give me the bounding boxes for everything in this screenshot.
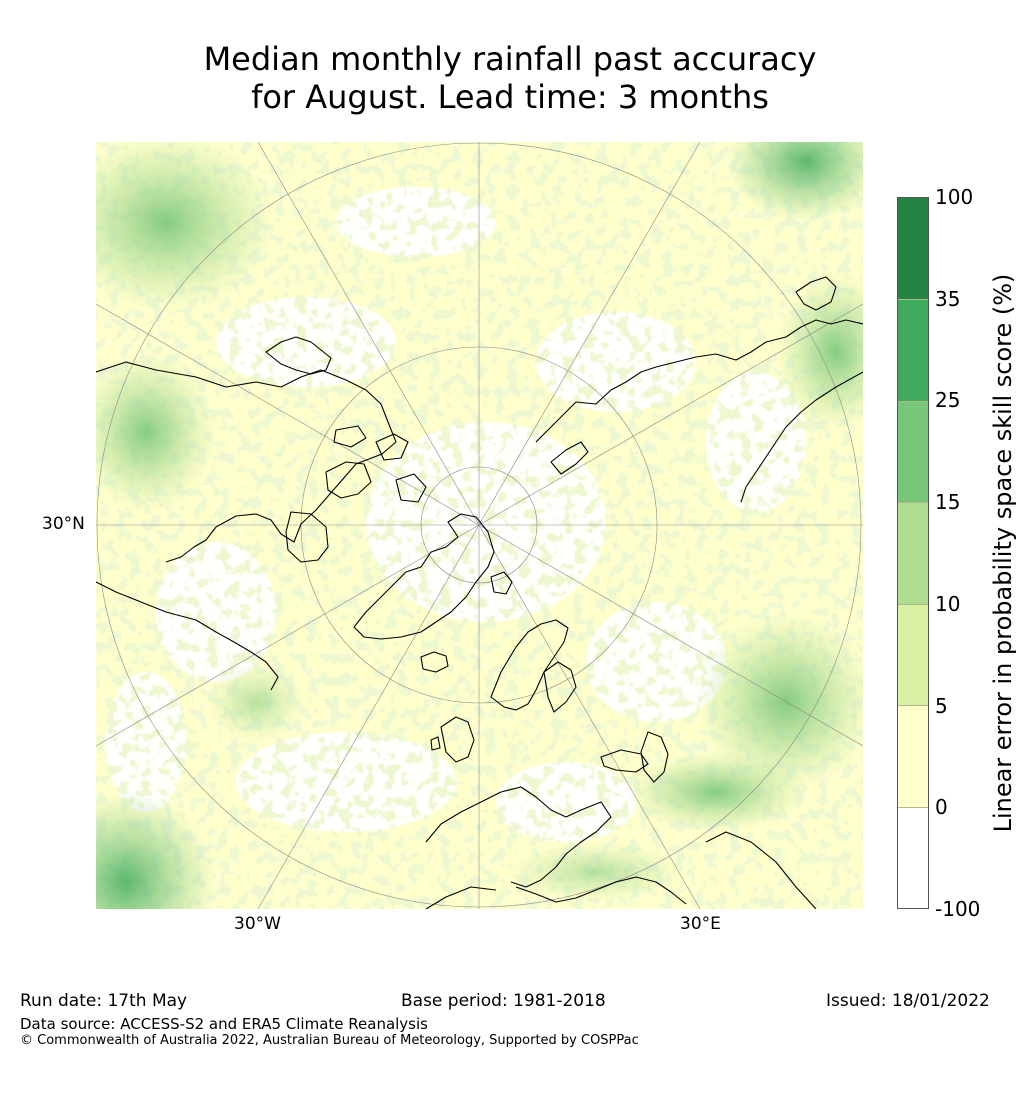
coast-canadian-islands <box>325 425 427 503</box>
coast-scandinavia <box>490 619 569 711</box>
colorbar-bin <box>898 502 928 604</box>
coastlines <box>96 276 863 909</box>
base-period: Base period: 1981-2018 <box>401 991 606 1011</box>
title-line-1: Median monthly rainfall past accuracy <box>203 40 817 78</box>
coast-hudson-bay <box>285 511 329 563</box>
coast-greenland <box>353 513 495 640</box>
graticule <box>96 142 863 909</box>
skill-score-map <box>96 142 863 909</box>
colorbar-tick-label: 5 <box>935 693 948 718</box>
colorbar-bin <box>898 299 928 401</box>
colorbar-bin <box>898 400 928 503</box>
coast-black-sea <box>600 749 649 773</box>
title-line-2: for August. Lead time: 3 months <box>251 78 769 116</box>
coast-arabia <box>705 831 817 909</box>
colorbar-tick-label: 15 <box>935 490 961 515</box>
coast-kamchatka <box>795 276 837 311</box>
colorbar-tick-label: 10 <box>935 591 961 616</box>
coast-iceland <box>420 651 449 673</box>
colorbar-bin <box>898 806 928 908</box>
issued-date: Issued: 18/01/2022 <box>826 991 990 1011</box>
coast-north-africa <box>425 886 497 909</box>
longitude-label-30w: 30°W <box>234 914 281 934</box>
colorbar <box>897 197 929 909</box>
colorbar-tick-label: 100 <box>935 185 974 209</box>
colorbar-label: Linear error in probability space skill … <box>989 273 1017 833</box>
latitude-label-30n: 30°N <box>42 514 85 534</box>
coast-novaya-zemlya <box>550 441 589 475</box>
data-source: Data source: ACCESS-S2 and ERA5 Climate … <box>20 1015 428 1033</box>
coast-russia-arctic <box>535 319 863 443</box>
copyright: © Commonwealth of Australia 2022, Austra… <box>20 1033 639 1048</box>
polar-map-svg <box>96 142 863 909</box>
coast-north-america-east <box>96 581 279 691</box>
coast-british-isles <box>430 716 475 763</box>
colorbar-tick-label: -100 <box>935 897 981 921</box>
coast-mediterranean <box>515 876 687 905</box>
colorbar-tick-label: 0 <box>935 795 948 820</box>
coast-europe <box>425 786 612 888</box>
longitude-label-30e: 30°E <box>680 914 721 934</box>
colorbar-bin <box>898 705 928 807</box>
coast-north-america-arctic <box>96 361 397 563</box>
coast-alaska <box>265 336 332 375</box>
run-date: Run date: 17th May <box>20 991 188 1011</box>
coast-asia-east <box>740 371 863 503</box>
colorbar-tick-label: 35 <box>935 286 961 311</box>
colorbar-bin <box>898 198 928 300</box>
coast-svalbard <box>490 571 513 595</box>
colorbar-bin <box>898 603 928 706</box>
colorbar-tick-label: 25 <box>935 388 961 413</box>
map-title: Median monthly rainfall past accuracy fo… <box>0 40 1020 116</box>
coast-finland-baltic <box>543 661 577 713</box>
